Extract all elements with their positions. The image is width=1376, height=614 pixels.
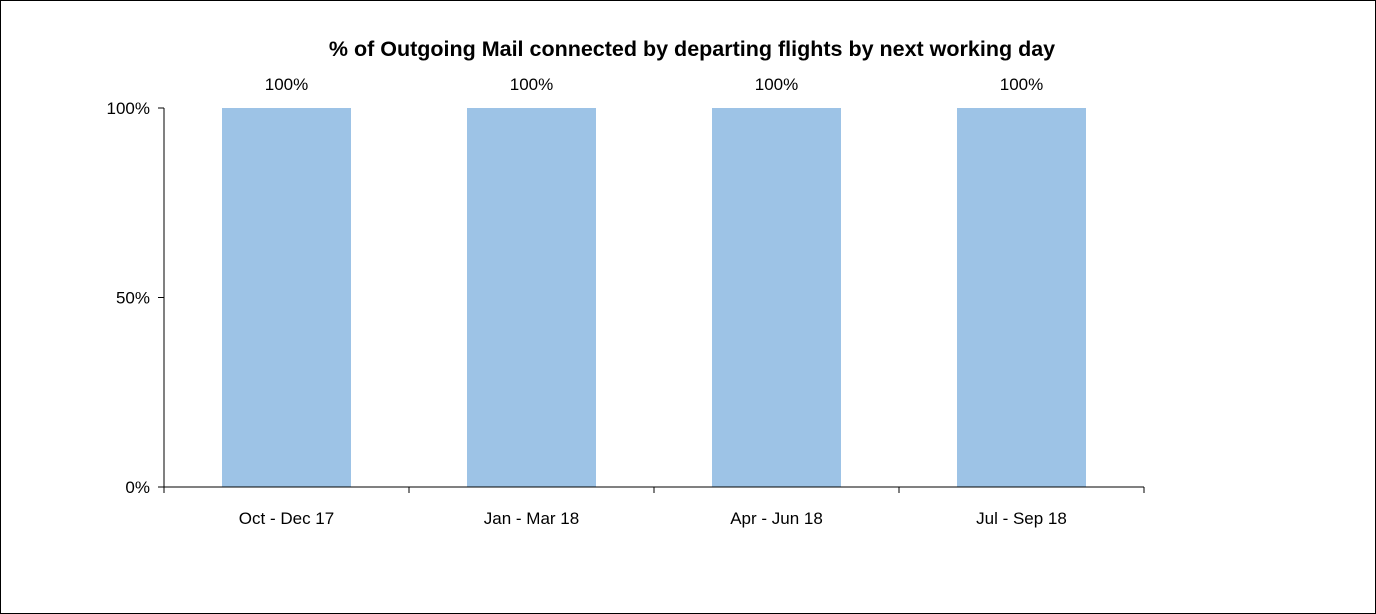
x-tick-label: Jan - Mar 18 xyxy=(484,509,579,528)
bar xyxy=(712,108,841,487)
data-label: 100% xyxy=(755,75,798,94)
x-tick-label: Apr - Jun 18 xyxy=(730,509,823,528)
y-tick-label: 0% xyxy=(125,478,150,497)
bar xyxy=(467,108,596,487)
bar xyxy=(222,108,351,487)
bar xyxy=(957,108,1086,487)
y-tick-label: 100% xyxy=(107,99,150,118)
data-label: 100% xyxy=(265,75,308,94)
x-tick-label: Jul - Sep 18 xyxy=(976,509,1067,528)
data-label: 100% xyxy=(1000,75,1043,94)
data-label: 100% xyxy=(510,75,553,94)
x-tick-label: Oct - Dec 17 xyxy=(239,509,334,528)
y-tick-label: 50% xyxy=(116,289,150,308)
